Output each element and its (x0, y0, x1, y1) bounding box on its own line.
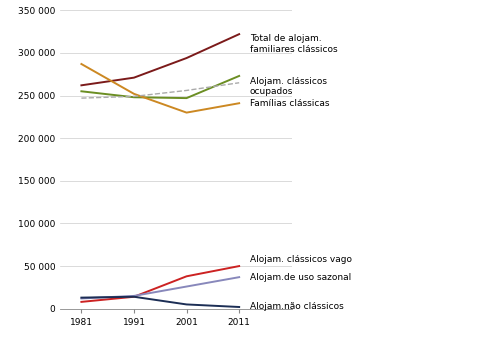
Text: Alojam. clássicos
ocupados: Alojam. clássicos ocupados (249, 77, 326, 96)
Text: Alojam. clássicos vago: Alojam. clássicos vago (249, 256, 352, 264)
Text: Famílias clássicas: Famílias clássicas (249, 99, 329, 108)
Text: Alojam.de uso sazonal: Alojam.de uso sazonal (249, 273, 351, 282)
Text: Total de alojam.
familiares clássicos: Total de alojam. familiares clássicos (249, 34, 338, 54)
Text: Alojam.não clássicos: Alojam.não clássicos (249, 303, 344, 311)
